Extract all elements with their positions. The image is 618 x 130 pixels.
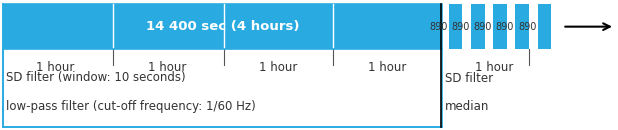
Text: low-pass filter (cut-off frequency: 1/60 Hz): low-pass filter (cut-off frequency: 1/60… (6, 100, 256, 113)
Text: 890: 890 (518, 22, 536, 32)
Text: 1 hour: 1 hour (259, 61, 297, 74)
Text: 1 hour: 1 hour (148, 61, 186, 74)
FancyBboxPatch shape (471, 4, 485, 49)
Text: 890: 890 (451, 22, 470, 32)
FancyBboxPatch shape (515, 4, 529, 49)
Text: 1 hour: 1 hour (368, 61, 407, 74)
Text: 890: 890 (473, 22, 492, 32)
FancyBboxPatch shape (538, 4, 551, 49)
Text: 14 400 sec (4 hours): 14 400 sec (4 hours) (146, 20, 299, 33)
Text: SD filter: SD filter (445, 72, 493, 84)
Text: median: median (445, 100, 489, 113)
Text: 890: 890 (429, 22, 447, 32)
FancyBboxPatch shape (3, 4, 442, 49)
Text: 1 hour: 1 hour (475, 61, 514, 74)
Text: 890: 890 (496, 22, 514, 32)
FancyBboxPatch shape (493, 4, 507, 49)
Text: 1 hour: 1 hour (36, 61, 75, 74)
FancyBboxPatch shape (449, 4, 462, 49)
Text: SD filter (window: 10 seconds): SD filter (window: 10 seconds) (6, 72, 186, 84)
